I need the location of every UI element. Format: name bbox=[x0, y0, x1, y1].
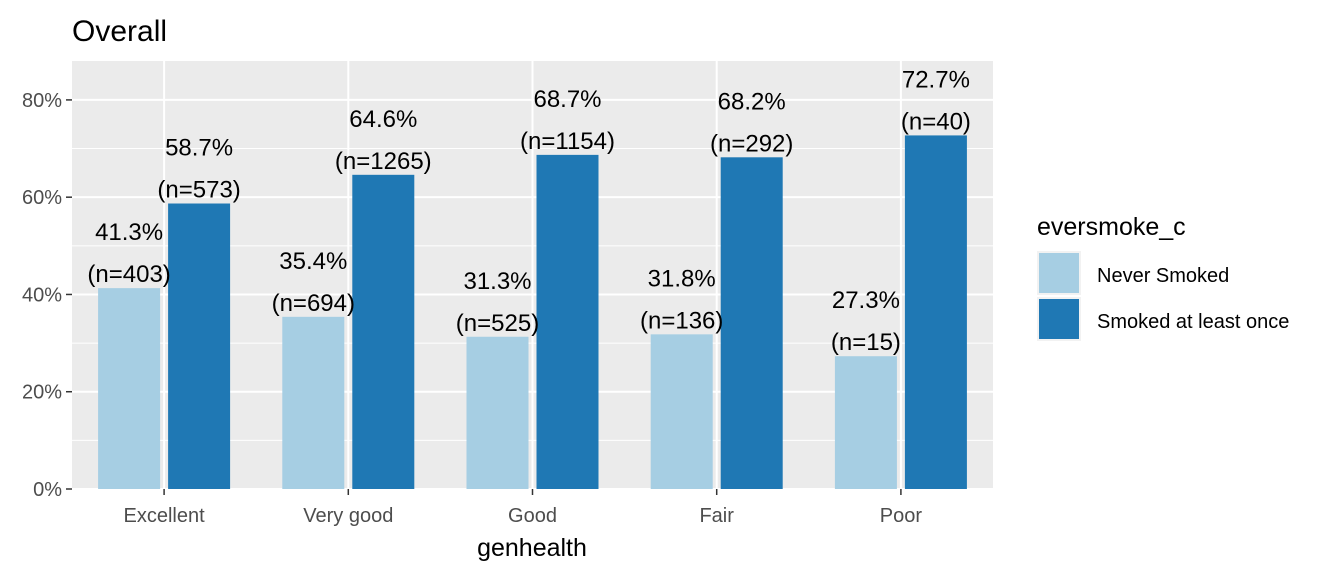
bar-never-smoked-fair bbox=[650, 334, 713, 489]
count-label-smoked-at-least-once-fair: (n=292) bbox=[710, 130, 793, 157]
bar-never-smoked-good bbox=[466, 336, 529, 489]
legend-swatch-smoked-at-least-once bbox=[1039, 299, 1079, 339]
count-label-never-smoked-very-good: (n=694) bbox=[272, 290, 355, 317]
bar-smoked-at-least-once-excellent bbox=[168, 203, 231, 489]
percent-label-never-smoked-fair: 31.8% bbox=[648, 265, 716, 292]
x-tick-label: Good bbox=[508, 505, 557, 527]
bar-smoked-at-least-once-good bbox=[536, 154, 599, 490]
axes: 0% 20% 40% 60% 80% Excellent Very good Good Fair… bbox=[22, 90, 922, 527]
x-tick-label: Excellent bbox=[124, 505, 206, 527]
percent-label-smoked-at-least-once-fair: 68.2% bbox=[718, 88, 786, 115]
y-tick-label: 80% bbox=[22, 90, 62, 112]
x-tick-label: Very good bbox=[303, 505, 393, 527]
count-label-never-smoked-fair: (n=136) bbox=[640, 307, 723, 334]
legend-label-smoked-at-least-once: Smoked at least once bbox=[1097, 311, 1289, 333]
chart-title: Overall bbox=[72, 15, 167, 48]
count-label-never-smoked-excellent: (n=403) bbox=[87, 261, 170, 288]
percent-label-never-smoked-good: 31.3% bbox=[463, 268, 531, 295]
bar-never-smoked-excellent bbox=[98, 288, 161, 489]
y-tick-label: 40% bbox=[22, 284, 62, 306]
legend-swatch-never-smoked bbox=[1039, 253, 1079, 293]
x-tick-label: Fair bbox=[699, 505, 734, 527]
bar-smoked-at-least-once-poor bbox=[904, 135, 967, 489]
y-tick-label: 20% bbox=[22, 382, 62, 404]
legend-title: eversmoke_c bbox=[1037, 213, 1186, 241]
percent-label-never-smoked-poor: 27.3% bbox=[832, 287, 900, 314]
count-label-smoked-at-least-once-excellent: (n=573) bbox=[157, 177, 240, 204]
count-label-never-smoked-good: (n=525) bbox=[456, 310, 539, 337]
legend: eversmoke_c Never Smoked Smoked at least… bbox=[1037, 213, 1289, 341]
legend-label-never-smoked: Never Smoked bbox=[1097, 265, 1229, 287]
count-label-smoked-at-least-once-good: (n=1154) bbox=[520, 128, 615, 155]
bar-smoked-at-least-once-very-good bbox=[352, 174, 415, 490]
percent-label-never-smoked-very-good: 35.4% bbox=[279, 248, 347, 275]
x-tick-label: Poor bbox=[880, 505, 923, 527]
bar-labels: (n=403) 41.3% (n=694) 35.4% (n=525) 31.3% (n=1… bbox=[87, 66, 971, 356]
percent-label-smoked-at-least-once-excellent: 58.7% bbox=[165, 135, 233, 162]
y-tick-label: 0% bbox=[33, 479, 62, 501]
bars bbox=[98, 135, 967, 490]
count-label-smoked-at-least-once-very-good: (n=1265) bbox=[335, 148, 432, 175]
y-tick-label: 60% bbox=[22, 187, 62, 209]
percent-label-never-smoked-excellent: 41.3% bbox=[95, 219, 163, 246]
x-axis-title: genhealth bbox=[477, 534, 587, 562]
bar-never-smoked-very-good bbox=[282, 316, 345, 489]
count-label-smoked-at-least-once-poor: (n=40) bbox=[901, 108, 971, 135]
count-label-never-smoked-poor: (n=15) bbox=[831, 329, 901, 356]
percent-label-smoked-at-least-once-good: 68.7% bbox=[533, 86, 601, 113]
bar-never-smoked-poor bbox=[834, 356, 897, 489]
percent-label-smoked-at-least-once-poor: 72.7% bbox=[902, 66, 970, 93]
percent-label-smoked-at-least-once-very-good: 64.6% bbox=[349, 106, 417, 133]
bar-smoked-at-least-once-fair bbox=[720, 157, 783, 490]
